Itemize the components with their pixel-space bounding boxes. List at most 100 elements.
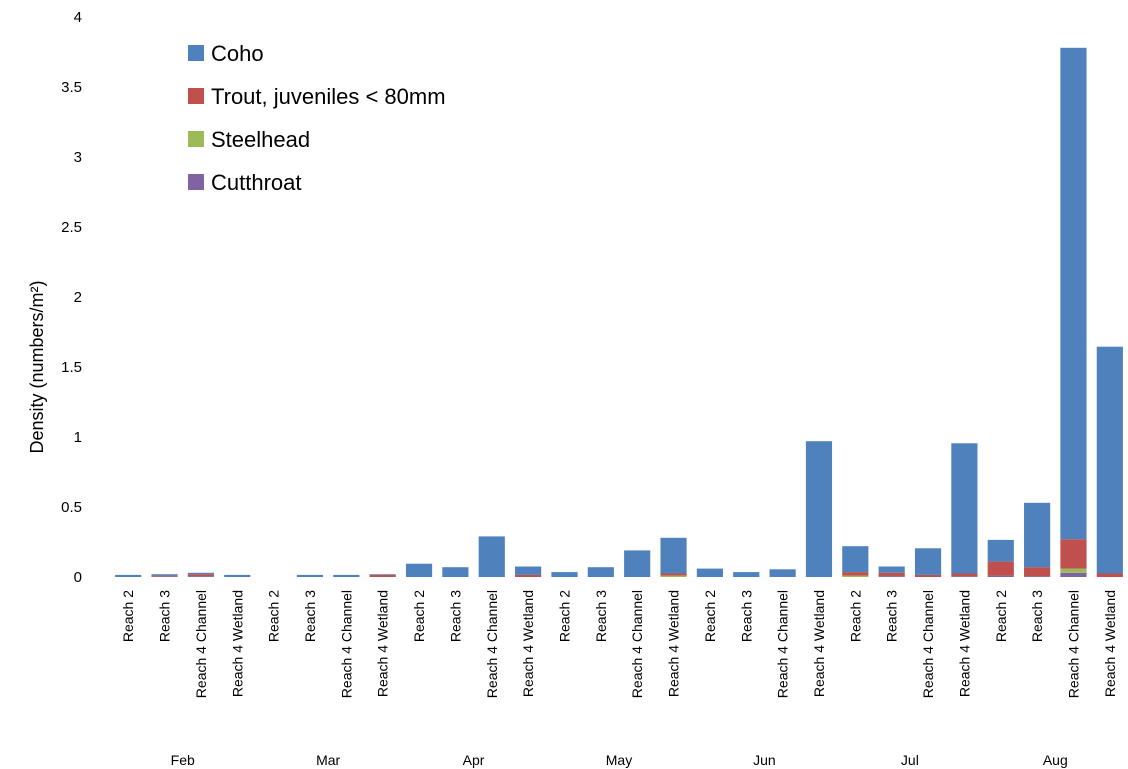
month-label: May (606, 752, 632, 768)
legend-swatch (188, 174, 204, 190)
x-tick-label: Reach 2 (556, 590, 572, 642)
legend-swatch (188, 45, 204, 61)
x-tick-label: Reach 4 Channel (484, 590, 500, 698)
x-tick-label: Reach 3 (302, 590, 318, 642)
bar-segment-coho (151, 574, 178, 576)
legend-label: Cutthroat (211, 170, 302, 195)
bar-segment-coho (187, 572, 214, 575)
bar-segment-coho (624, 550, 651, 577)
bar-segment-coho (115, 574, 142, 577)
y-tick-label: 3.5 (61, 79, 82, 96)
y-tick-label: 2.5 (61, 219, 82, 236)
x-tick-label: Reach 4 Wetland (956, 590, 972, 697)
x-tick-label: Reach 2 (266, 590, 282, 642)
legend-label: Trout, juveniles < 80mm (211, 84, 446, 109)
bar-segment-cutthroat (1024, 576, 1051, 577)
month-label: Jun (753, 752, 776, 768)
bar-segment-coho (1060, 47, 1087, 540)
x-tick-label: Reach 4 Wetland (229, 590, 245, 697)
bar-segment-cutthroat (151, 576, 178, 577)
bar-segment-cutthroat (878, 576, 905, 577)
bar-segment-coho (914, 548, 942, 575)
y-tick-label: 1.5 (61, 359, 82, 376)
bar-segment-steelhead (660, 575, 687, 577)
bar-segment-trout-juveniles-80mm (1024, 567, 1051, 577)
bar-segment-coho (842, 546, 869, 573)
bar-segment-coho (696, 568, 723, 577)
bar-segment-coho (1024, 502, 1051, 568)
x-tick-label: Reach 4 Channel (193, 590, 209, 698)
x-tick-label: Reach 2 (411, 590, 427, 642)
month-label: Feb (171, 752, 195, 768)
bar-segment-coho (405, 563, 433, 577)
bar-segment-cutthroat (951, 576, 978, 577)
x-tick-label: Reach 2 (847, 590, 863, 642)
bar-segment-coho (733, 572, 760, 577)
bar-segment-coho (769, 569, 796, 577)
bar-segment-trout-juveniles-80mm (951, 573, 978, 577)
bar-segment-trout-juveniles-80mm (1096, 573, 1123, 577)
bar-segment-cutthroat (1060, 572, 1087, 577)
bar-segment-trout-juveniles-80mm (187, 574, 214, 577)
bar-segment-trout-juveniles-80mm (515, 574, 542, 577)
month-label: Aug (1043, 752, 1068, 768)
x-tick-label: Reach 4 Wetland (811, 590, 827, 697)
bar-segment-trout-juveniles-80mm (151, 575, 178, 577)
x-tick-label: Reach 4 Wetland (666, 590, 682, 697)
bar-segment-coho (878, 566, 905, 573)
bar-segment-coho (478, 536, 505, 577)
legend: Coho Trout, juveniles < 80mm Steelhead Cutt… (188, 41, 446, 195)
bar-segment-coho (224, 574, 251, 577)
bar-segment-steelhead (842, 575, 869, 577)
y-tick-label: 3 (74, 149, 82, 166)
x-axis: Reach 2 Reach 3 Reach 4 Channel Reach 4 Wet… (120, 590, 1118, 768)
y-tick-label: 2 (74, 289, 82, 306)
bar-segment-trout-juveniles-80mm (914, 574, 942, 577)
bar-segment-trout-juveniles-80mm (369, 574, 396, 577)
bar-segment-coho (333, 574, 360, 577)
bar-segment-coho (551, 572, 578, 577)
bar-segment-coho (442, 567, 469, 577)
x-tick-label: Reach 4 Channel (775, 590, 791, 698)
bar-segment-coho (587, 567, 614, 577)
y-axis: 0 0.5 1 1.5 2 2.5 3 3.5 4 (61, 9, 82, 586)
y-tick-label: 0 (74, 569, 82, 586)
bars (115, 47, 1123, 577)
bar-segment-cutthroat (987, 575, 1014, 577)
x-tick-label: Reach 4 Wetland (375, 590, 391, 697)
x-tick-label: Reach 2 (993, 590, 1009, 642)
month-label: Jul (901, 752, 919, 768)
bar-segment-cutthroat (187, 576, 214, 577)
x-tick-label: Reach 3 (1029, 590, 1045, 642)
x-tick-label: Reach 3 (738, 590, 754, 642)
legend-label: Steelhead (211, 127, 310, 152)
x-tick-label: Reach 4 Channel (629, 590, 645, 698)
x-tick-label: Reach 2 (120, 590, 136, 642)
x-tick-label: Reach 4 Channel (1065, 590, 1081, 698)
bar-segment-coho (987, 539, 1014, 562)
y-tick-label: 4 (74, 9, 82, 26)
bar-segment-trout-juveniles-80mm (842, 572, 869, 576)
month-label: Mar (316, 752, 340, 768)
x-tick-label: Reach 4 Channel (920, 590, 936, 698)
bar-segment-coho (296, 574, 324, 577)
bar-segment-trout-juveniles-80mm (987, 561, 1014, 576)
y-axis-title: Density (numbers/m²) (27, 280, 47, 453)
bar-segment-trout-juveniles-80mm (878, 572, 905, 577)
x-tick-label: Reach 3 (157, 590, 173, 642)
legend-label: Coho (211, 41, 264, 66)
bar-segment-coho (515, 566, 542, 575)
legend-swatch (188, 131, 204, 147)
x-tick-label: Reach 4 Wetland (1102, 590, 1118, 697)
x-tick-label: Reach 4 Wetland (520, 590, 536, 697)
bar-segment-coho (805, 441, 833, 577)
x-tick-label: Reach 2 (702, 590, 718, 642)
bar-segment-coho (951, 443, 978, 574)
bar-segment-coho (1096, 346, 1123, 574)
bar-segment-trout-juveniles-80mm (1060, 539, 1087, 569)
month-label: Apr (463, 752, 485, 768)
x-tick-label: Reach 3 (593, 590, 609, 642)
y-tick-label: 0.5 (61, 499, 82, 516)
bar-segment-trout-juveniles-80mm (660, 573, 687, 576)
